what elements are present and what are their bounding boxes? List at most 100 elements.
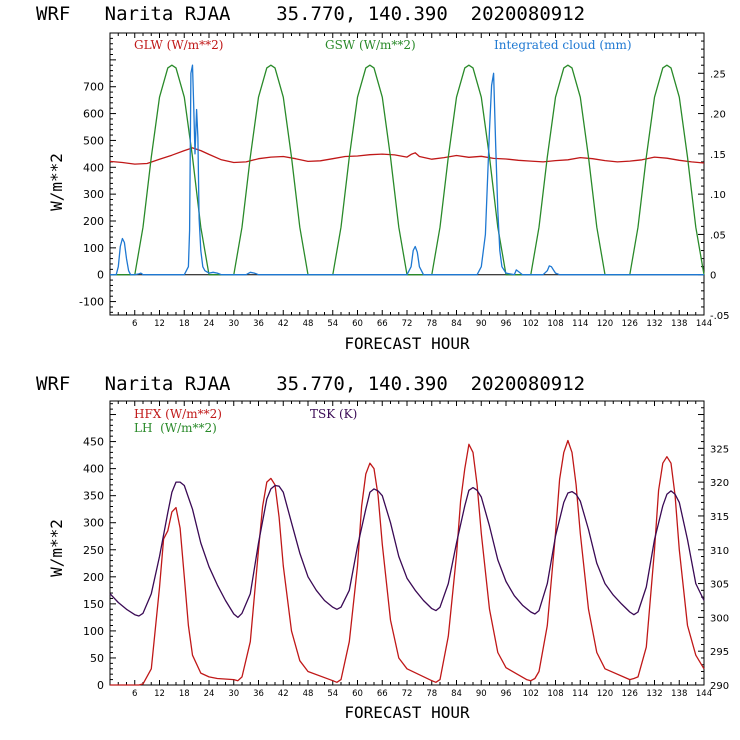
y-tick-label: 200 (83, 215, 104, 228)
x-tick-label: 102 (523, 689, 539, 699)
y2-tick-label: 310 (710, 546, 729, 557)
x-tick-label: 96 (501, 689, 512, 699)
chart-bottom: WRF Narita RJAA 35.770, 140.390 20200809… (36, 373, 729, 722)
y-tick-label: 700 (83, 81, 104, 94)
y-tick-label: 100 (83, 625, 104, 638)
x-tick-label: 90 (476, 319, 487, 329)
x-tick-label: 24 (204, 319, 215, 329)
y-tick-label: -100 (79, 296, 104, 309)
y2-tick-label: 295 (710, 647, 729, 658)
x-tick-label: 144 (696, 319, 712, 329)
x-tick-label: 138 (671, 319, 687, 329)
x-tick-label: 90 (476, 689, 487, 699)
x-tick-label: 30 (228, 689, 239, 699)
chart-top-xlabel: FORECAST HOUR (344, 334, 470, 353)
x-tick-label: 42 (278, 319, 289, 329)
x-tick-label: 12 (154, 319, 165, 329)
x-tick-label: 132 (646, 689, 662, 699)
x-tick-label: 30 (228, 319, 239, 329)
y2-tick-label: 305 (710, 580, 729, 591)
x-tick-label: 36 (253, 319, 264, 329)
y2-tick-label: 290 (710, 681, 729, 692)
y-tick-label: 250 (83, 544, 104, 557)
y2-tick-label: 315 (710, 512, 729, 523)
y-tick-label: 400 (83, 161, 104, 174)
x-tick-label: 60 (352, 689, 363, 699)
y2-tick-label: 320 (710, 478, 729, 489)
y2-tick-label: 0 (710, 271, 716, 282)
x-tick-label: 66 (377, 689, 388, 699)
series-line-purple (109, 481, 705, 619)
x-tick-label: 114 (572, 689, 588, 699)
y-tick-label: 100 (83, 242, 104, 255)
y-tick-label: 350 (83, 490, 104, 503)
x-tick-label: 96 (501, 319, 512, 329)
x-tick-label: 78 (426, 689, 437, 699)
series-line-blue (110, 64, 704, 276)
x-tick-label: 48 (303, 689, 314, 699)
y-tick-label: 600 (83, 108, 104, 121)
y-tick-label: 300 (83, 188, 104, 201)
x-tick-label: 126 (622, 689, 638, 699)
x-tick-label: 66 (377, 319, 388, 329)
x-tick-label: 132 (646, 319, 662, 329)
x-tick-label: 18 (179, 319, 190, 329)
x-tick-label: 60 (352, 319, 363, 329)
y-tick-label: 450 (83, 436, 104, 449)
y-tick-label: 500 (83, 134, 104, 147)
y2-tick-label: 325 (710, 444, 729, 455)
x-tick-label: 144 (696, 689, 712, 699)
chart-bottom-title: WRF Narita RJAA 35.770, 140.390 20200809… (36, 373, 585, 395)
y-tick-label: 150 (83, 598, 104, 611)
x-tick-label: 120 (597, 689, 613, 699)
chart-bottom-xlabel: FORECAST HOUR (344, 703, 470, 722)
x-tick-label: 12 (154, 689, 165, 699)
y2-tick-label: .20 (710, 110, 726, 121)
x-tick-label: 108 (547, 689, 563, 699)
x-tick-label: 54 (327, 689, 338, 699)
y-tick-label: 50 (90, 652, 104, 665)
x-tick-label: 138 (671, 689, 687, 699)
series-line-red (110, 439, 705, 686)
legend-gsw: GSW (W/m**2) (325, 38, 416, 52)
y-tick-label: 200 (83, 571, 104, 584)
series-line-red (109, 147, 705, 165)
chart-top: WRF Narita RJAA 35.770, 140.390 20200809… (36, 3, 730, 353)
x-tick-label: 84 (451, 689, 462, 699)
legend-integrated-cloud: Integrated cloud (mm) (494, 38, 632, 52)
legend-hfx: HFX (W/m**2) (134, 407, 222, 421)
y2-tick-label: .05 (710, 230, 726, 241)
y2-tick-label: .25 (710, 69, 726, 80)
x-tick-label: 18 (179, 689, 190, 699)
x-tick-label: 72 (402, 689, 413, 699)
x-tick-label: 72 (402, 319, 413, 329)
chart-top-ylabel: W/m**2 (47, 153, 66, 211)
x-tick-label: 78 (426, 319, 437, 329)
legend-glw: GLW (W/m**2) (134, 38, 223, 52)
y-tick-label: 300 (83, 517, 104, 530)
chart-top-title: WRF Narita RJAA 35.770, 140.390 20200809… (36, 3, 585, 25)
x-tick-label: 126 (622, 319, 638, 329)
y2-tick-label: 300 (710, 613, 729, 624)
y2-tick-label: .10 (710, 190, 726, 201)
chart-bottom-ylabel: W/m**2 (47, 519, 66, 577)
y2-tick-label: .15 (710, 150, 726, 161)
x-tick-label: 6 (132, 319, 137, 329)
x-tick-label: 36 (253, 689, 264, 699)
x-tick-label: 6 (132, 689, 137, 699)
x-tick-label: 114 (572, 319, 588, 329)
y2-tick-label: -.05 (710, 311, 730, 322)
legend-lh: LH (W/m**2) (134, 421, 217, 435)
y-tick-label: 0 (97, 679, 104, 692)
x-tick-label: 84 (451, 319, 462, 329)
legend-tsk: TSK (K) (310, 407, 357, 421)
x-tick-label: 24 (204, 689, 215, 699)
x-tick-label: 42 (278, 689, 289, 699)
x-tick-label: 102 (523, 319, 539, 329)
x-tick-label: 108 (547, 319, 563, 329)
y-tick-label: 0 (97, 269, 104, 282)
x-tick-label: 54 (327, 319, 338, 329)
x-tick-label: 48 (303, 319, 314, 329)
y-tick-label: 400 (83, 463, 104, 476)
